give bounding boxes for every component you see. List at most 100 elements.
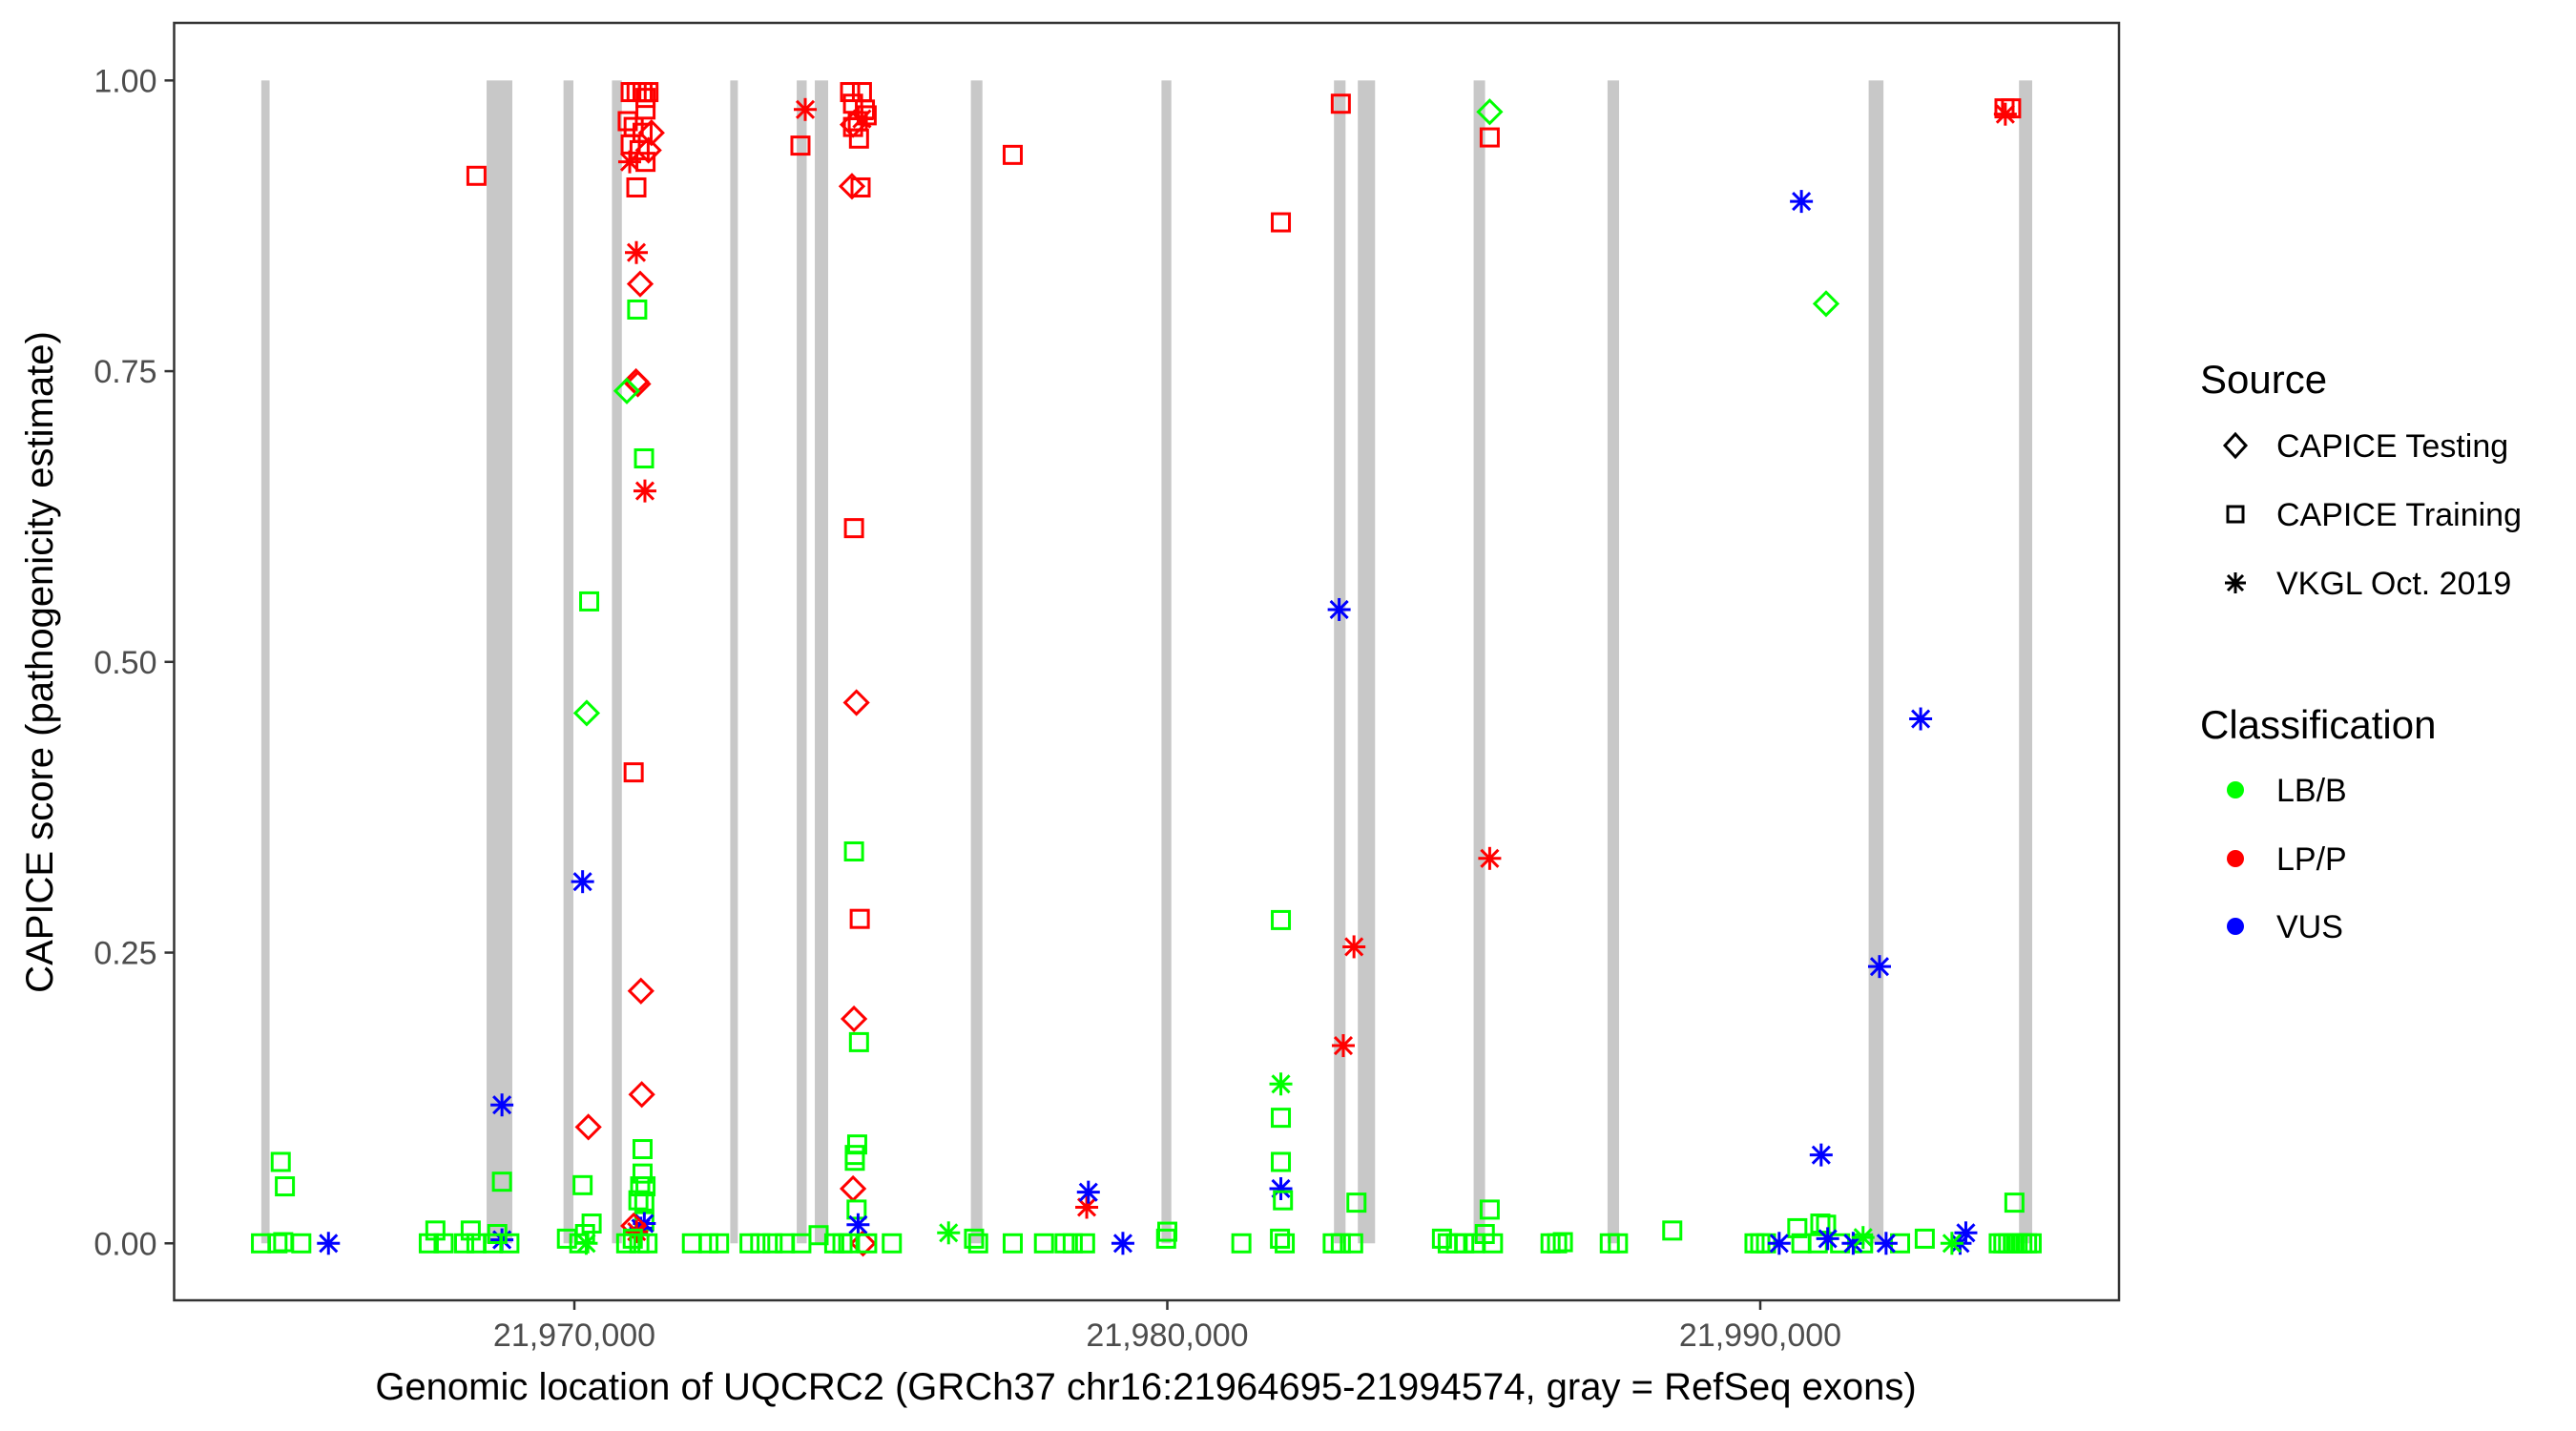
point-square-lbb bbox=[1787, 1217, 1808, 1238]
point-diamond-lbb bbox=[572, 699, 601, 727]
square-icon bbox=[2226, 505, 2245, 524]
point-square-lpp bbox=[617, 111, 638, 132]
point-square-lbb bbox=[1271, 1151, 1292, 1172]
point-square-lbb bbox=[838, 1233, 859, 1254]
point-square-lbb bbox=[579, 591, 600, 612]
point-square-lbb bbox=[1816, 1214, 1837, 1235]
point-square-lpp bbox=[1002, 144, 1023, 165]
point-square-lpp bbox=[623, 762, 644, 783]
legend-label: VUS bbox=[2276, 909, 2343, 945]
asterisk-stroke bbox=[619, 152, 640, 172]
green-dot-icon bbox=[2227, 781, 2244, 798]
asterisk-stroke bbox=[1911, 709, 1931, 729]
point-square-lpp bbox=[840, 82, 861, 103]
point-square-lbb bbox=[632, 1163, 653, 1184]
exon-band bbox=[487, 80, 513, 1244]
exon-band bbox=[1868, 80, 1884, 1244]
point-square-lbb bbox=[635, 1176, 656, 1197]
legend-item-lpp: LP/P bbox=[2227, 841, 2347, 878]
point-square-lpp bbox=[1330, 93, 1351, 114]
legend-item-capice-training: CAPICE Training bbox=[2226, 497, 2522, 533]
asterisk-stroke bbox=[1869, 957, 1890, 977]
asterisk-stroke bbox=[1995, 104, 2015, 124]
asterisk-stroke bbox=[939, 1223, 959, 1243]
asterisk-stroke bbox=[492, 1095, 512, 1115]
point-square-lbb bbox=[2021, 1233, 2042, 1254]
point-asterisk-vus bbox=[1874, 1232, 1898, 1255]
point-asterisk-lbb bbox=[937, 1221, 961, 1245]
point-asterisk-lbb bbox=[574, 1232, 598, 1255]
point-square-lbb bbox=[843, 840, 864, 861]
point-diamond-lbb bbox=[613, 377, 641, 404]
exon-band bbox=[1358, 80, 1376, 1244]
point-asterisk-vus bbox=[1767, 1232, 1791, 1255]
asterisk-stroke bbox=[848, 1214, 868, 1234]
asterisk-icon bbox=[2225, 572, 2246, 593]
exon-band bbox=[1161, 80, 1172, 1244]
exon-band bbox=[1607, 80, 1620, 1244]
data-points bbox=[251, 82, 2042, 1257]
legend-label: VKGL Oct. 2019 bbox=[2276, 566, 2511, 602]
point-square-lbb bbox=[460, 1220, 481, 1241]
point-square-lbb bbox=[1342, 1233, 1363, 1254]
point-square-lbb bbox=[967, 1233, 988, 1254]
point-square-lbb bbox=[1271, 1108, 1292, 1129]
point-square-lpp bbox=[843, 518, 864, 539]
point-square-lbb bbox=[634, 1191, 654, 1212]
point-asterisk-lpp bbox=[1331, 1034, 1355, 1058]
asterisk-stroke bbox=[576, 1234, 596, 1254]
x-axis-title: Genomic location of UQCRC2 (GRCh37 chr16… bbox=[375, 1366, 1916, 1408]
point-square-lbb bbox=[1074, 1233, 1095, 1254]
asterisk-stroke bbox=[1076, 1197, 1097, 1217]
point-square-lbb bbox=[291, 1233, 312, 1254]
point-asterisk-lpp bbox=[794, 97, 818, 121]
legend-label: LP/P bbox=[2276, 841, 2347, 878]
point-diamond-lpp bbox=[840, 1005, 868, 1033]
point-square-lbb bbox=[275, 1176, 296, 1197]
exon-band bbox=[730, 80, 738, 1244]
point-square-lbb bbox=[1033, 1233, 1054, 1254]
diamond-icon bbox=[2222, 431, 2249, 460]
point-diamond-lpp bbox=[574, 1113, 602, 1141]
point-square-lbb bbox=[627, 299, 648, 320]
asterisk-stroke bbox=[1769, 1234, 1789, 1254]
y-axis: 0.00 0.25 0.50 0.75 1.00 bbox=[93, 63, 175, 1262]
point-square-lbb bbox=[1431, 1228, 1452, 1249]
point-square-lbb bbox=[1062, 1233, 1083, 1254]
legend-item-lbb: LB/B bbox=[2227, 773, 2347, 809]
point-diamond-lpp bbox=[634, 136, 662, 164]
point-asterisk-lpp bbox=[1993, 102, 2017, 126]
point-square-lbb bbox=[2004, 1192, 2025, 1213]
point-square-lpp bbox=[790, 135, 811, 156]
point-square-lpp bbox=[629, 139, 650, 160]
asterisk-stroke bbox=[1112, 1234, 1133, 1254]
y-axis-title: CAPICE score (pathogenicity estimate) bbox=[19, 331, 61, 993]
legend-classification-title: Classification bbox=[2200, 702, 2436, 747]
point-asterisk-vus bbox=[571, 870, 594, 894]
point-asterisk-lpp bbox=[617, 150, 641, 174]
x-axis: 21,970,000 21,980,000 21,990,000 bbox=[493, 1300, 1841, 1354]
point-square-lbb bbox=[1330, 1233, 1351, 1254]
point-diamond-lpp bbox=[627, 977, 654, 1005]
point-diamond-lpp bbox=[624, 370, 652, 398]
point-asterisk-lpp bbox=[625, 240, 649, 264]
y-tick-label: 0.75 bbox=[93, 354, 156, 390]
point-square-lbb bbox=[750, 1233, 771, 1254]
legend-classification: Classification LB/B LP/P VUS bbox=[2200, 702, 2436, 945]
point-square-lbb bbox=[844, 1151, 865, 1172]
point-square-lbb bbox=[1155, 1228, 1176, 1249]
point-diamond-lpp bbox=[628, 1081, 655, 1109]
point-square-lbb bbox=[632, 1139, 653, 1160]
point-square-lbb bbox=[1914, 1228, 1935, 1249]
point-asterisk-vus bbox=[1816, 1227, 1839, 1251]
point-square-lbb bbox=[762, 1233, 783, 1254]
point-asterisk-lbb bbox=[1269, 1072, 1293, 1096]
point-square-lbb bbox=[615, 1233, 636, 1254]
point-diamond-lpp bbox=[637, 119, 665, 147]
y-tick-label: 0.00 bbox=[93, 1226, 156, 1262]
asterisk-stroke bbox=[1333, 1035, 1354, 1056]
asterisk-stroke bbox=[1344, 937, 1364, 957]
point-asterisk-vus bbox=[846, 1213, 870, 1236]
point-square-lpp bbox=[2001, 98, 2022, 119]
